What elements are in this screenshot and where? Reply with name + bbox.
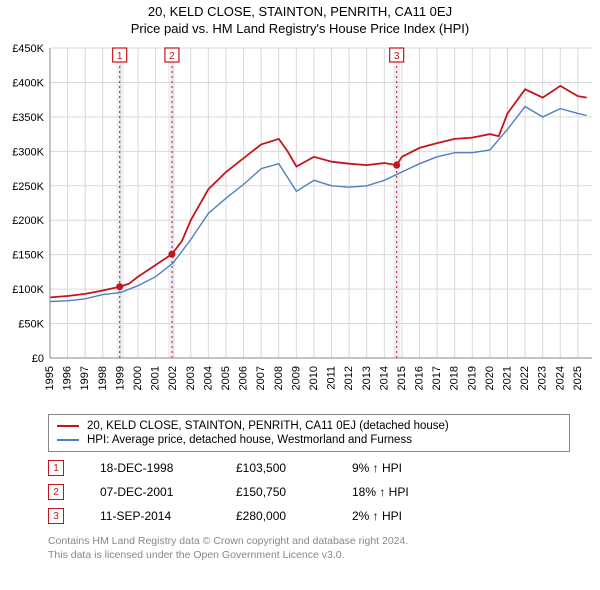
- svg-text:2010: 2010: [308, 366, 320, 390]
- svg-text:£450K: £450K: [12, 43, 44, 55]
- svg-text:2012: 2012: [343, 366, 355, 390]
- svg-text:2006: 2006: [238, 366, 250, 390]
- svg-text:2002: 2002: [167, 366, 179, 390]
- svg-text:1995: 1995: [44, 366, 56, 390]
- svg-text:2013: 2013: [361, 366, 373, 390]
- marker-delta: 18% ↑ HPI: [352, 485, 409, 499]
- svg-text:£350K: £350K: [12, 112, 44, 124]
- svg-text:2000: 2000: [132, 366, 144, 390]
- marker-delta: 2% ↑ HPI: [352, 509, 402, 523]
- license-footer: Contains HM Land Registry data © Crown c…: [48, 534, 570, 562]
- markers-table: 1 18-DEC-1998 £103,500 9% ↑ HPI 2 07-DEC-2001…: [48, 456, 570, 528]
- marker-price: £150,750: [236, 485, 316, 499]
- svg-text:2014: 2014: [378, 366, 390, 390]
- svg-text:2011: 2011: [326, 366, 338, 390]
- marker-badge: 1: [48, 460, 64, 476]
- svg-text:1998: 1998: [97, 366, 109, 390]
- chart-title: 20, KELD CLOSE, STAINTON, PENRITH, CA11 …: [0, 4, 600, 19]
- marker-row: 1 18-DEC-1998 £103,500 9% ↑ HPI: [48, 456, 570, 480]
- legend-swatch: [57, 425, 79, 427]
- line-chart: £0 £50K £100K £150K £200K £250K £300K £350K £400…: [0, 38, 600, 408]
- svg-text:2008: 2008: [273, 366, 285, 390]
- svg-text:£400K: £400K: [12, 77, 44, 89]
- marker-price: £103,500: [236, 461, 316, 475]
- svg-text:2004: 2004: [202, 366, 214, 390]
- marker-delta: 9% ↑ HPI: [352, 461, 402, 475]
- marker-badge: 3: [48, 508, 64, 524]
- svg-text:£300K: £300K: [12, 146, 44, 158]
- svg-text:2024: 2024: [554, 366, 566, 390]
- footer-line-2: This data is licensed under the Open Gov…: [48, 548, 570, 562]
- svg-text:2007: 2007: [255, 366, 267, 390]
- svg-text:1996: 1996: [62, 366, 74, 390]
- legend-label: 20, KELD CLOSE, STAINTON, PENRITH, CA11 …: [87, 420, 449, 432]
- page-root: 20, KELD CLOSE, STAINTON, PENRITH, CA11 …: [0, 0, 600, 590]
- svg-text:£250K: £250K: [12, 181, 44, 193]
- svg-text:2021: 2021: [502, 366, 514, 390]
- svg-text:3: 3: [394, 51, 400, 62]
- svg-text:2005: 2005: [220, 366, 232, 390]
- svg-text:2: 2: [169, 51, 175, 62]
- svg-text:2015: 2015: [396, 366, 408, 390]
- marker-price: £280,000: [236, 509, 316, 523]
- marker-row: 2 07-DEC-2001 £150,750 18% ↑ HPI: [48, 480, 570, 504]
- svg-text:1997: 1997: [79, 366, 91, 390]
- svg-text:2022: 2022: [519, 366, 531, 390]
- svg-text:2003: 2003: [185, 366, 197, 390]
- svg-text:£100K: £100K: [12, 284, 44, 296]
- legend-item: HPI: Average price, detached house, West…: [57, 433, 561, 447]
- svg-text:2025: 2025: [572, 366, 584, 390]
- legend-label: HPI: Average price, detached house, West…: [87, 434, 412, 446]
- svg-text:2009: 2009: [290, 366, 302, 390]
- svg-text:£200K: £200K: [12, 215, 44, 227]
- marker-date: 18-DEC-1998: [100, 461, 200, 475]
- svg-text:1999: 1999: [114, 366, 126, 390]
- svg-text:2020: 2020: [484, 366, 496, 390]
- legend: 20, KELD CLOSE, STAINTON, PENRITH, CA11 …: [48, 414, 570, 452]
- svg-text:2017: 2017: [431, 366, 443, 390]
- svg-text:2018: 2018: [449, 366, 461, 390]
- svg-text:2023: 2023: [537, 366, 549, 390]
- marker-row: 3 11-SEP-2014 £280,000 2% ↑ HPI: [48, 504, 570, 528]
- svg-text:£50K: £50K: [18, 319, 44, 331]
- title-block: 20, KELD CLOSE, STAINTON, PENRITH, CA11 …: [0, 0, 600, 38]
- svg-text:£150K: £150K: [12, 250, 44, 262]
- svg-text:1: 1: [117, 51, 123, 62]
- chart-subtitle: Price paid vs. HM Land Registry's House …: [0, 21, 600, 36]
- legend-swatch: [57, 439, 79, 441]
- svg-text:£0: £0: [32, 353, 44, 365]
- marker-badge: 2: [48, 484, 64, 500]
- footer-line-1: Contains HM Land Registry data © Crown c…: [48, 534, 570, 548]
- marker-date: 11-SEP-2014: [100, 509, 200, 523]
- svg-text:2019: 2019: [466, 366, 478, 390]
- marker-date: 07-DEC-2001: [100, 485, 200, 499]
- svg-text:2001: 2001: [150, 366, 162, 390]
- svg-text:2016: 2016: [414, 366, 426, 390]
- chart-area: £0 £50K £100K £150K £200K £250K £300K £350K £400…: [0, 38, 600, 408]
- legend-item: 20, KELD CLOSE, STAINTON, PENRITH, CA11 …: [57, 419, 561, 433]
